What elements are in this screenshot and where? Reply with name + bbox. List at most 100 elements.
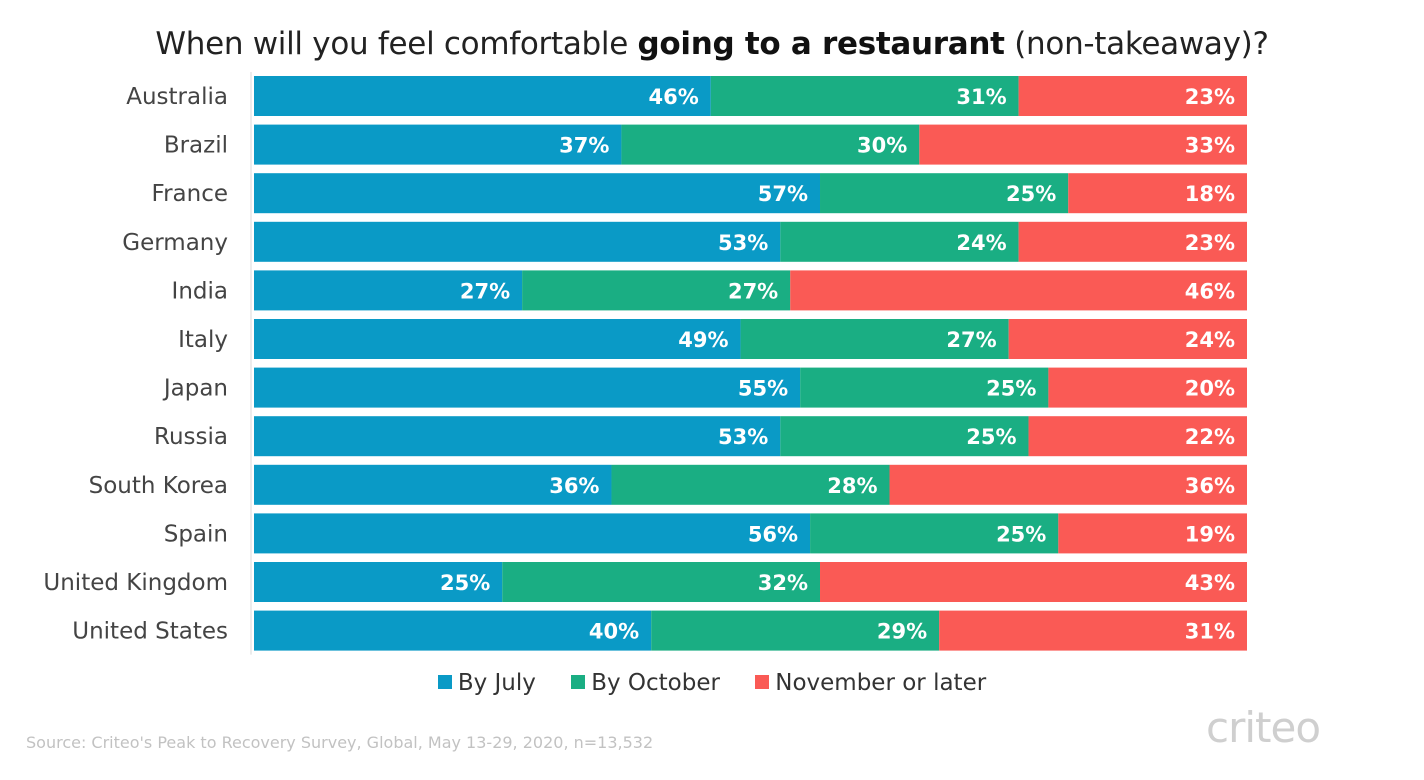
category-label: France bbox=[152, 181, 228, 207]
category-label: South Korea bbox=[89, 473, 228, 499]
data-label-later: 20% bbox=[1185, 377, 1235, 401]
legend-swatch-later bbox=[755, 674, 770, 689]
bar-segment-later bbox=[1058, 513, 1247, 554]
bar-segment-october bbox=[740, 319, 1009, 359]
bar-segment-october bbox=[611, 464, 890, 505]
bar-segment-july bbox=[254, 319, 741, 359]
source-note: Source: Criteo's Peak to Recovery Survey… bbox=[26, 733, 654, 752]
data-label-later: 36% bbox=[1185, 474, 1235, 498]
bar-segment-october bbox=[780, 221, 1019, 262]
title-prefix: When will you feel comfortable bbox=[155, 26, 638, 62]
bar-segment-later bbox=[790, 270, 1247, 311]
bar-segment-july bbox=[254, 610, 652, 651]
data-label-later: 23% bbox=[1185, 85, 1235, 109]
category-label: United States bbox=[72, 619, 228, 645]
bar-segment-october bbox=[780, 416, 1029, 457]
data-label-october: 25% bbox=[1006, 182, 1056, 206]
data-label-october: 28% bbox=[827, 474, 877, 498]
data-label-later: 19% bbox=[1185, 522, 1235, 546]
data-label-july: 40% bbox=[589, 620, 639, 644]
data-label-october: 27% bbox=[946, 328, 996, 352]
data-label-july: 36% bbox=[549, 474, 599, 498]
data-label-july: 57% bbox=[758, 182, 808, 206]
bar-segment-october bbox=[800, 367, 1049, 408]
legend-label-october: By October bbox=[591, 670, 720, 696]
criteo-logo: criteo bbox=[1206, 703, 1321, 752]
data-label-october: 25% bbox=[966, 425, 1016, 449]
category-label: Australia bbox=[126, 84, 228, 110]
legend-swatch-july bbox=[437, 674, 452, 689]
data-label-july: 37% bbox=[559, 134, 609, 158]
data-label-october: 31% bbox=[956, 85, 1006, 109]
bar-segment-later bbox=[820, 562, 1247, 602]
bar-segment-july bbox=[254, 221, 781, 262]
data-label-later: 24% bbox=[1185, 328, 1235, 352]
category-label: Brazil bbox=[164, 133, 228, 159]
bar-segment-later bbox=[1008, 319, 1247, 359]
category-label: Italy bbox=[178, 327, 228, 353]
data-label-july: 27% bbox=[460, 279, 510, 303]
data-label-later: 22% bbox=[1185, 425, 1235, 449]
data-label-later: 18% bbox=[1185, 182, 1235, 206]
bar-segment-later bbox=[919, 124, 1247, 165]
bar-segment-october bbox=[710, 76, 1019, 116]
bar-segment-july bbox=[254, 464, 612, 505]
data-label-july: 49% bbox=[678, 328, 728, 352]
bar-segment-later bbox=[1048, 367, 1247, 408]
title-bold: going to a restaurant bbox=[637, 26, 1005, 62]
bar-segment-later bbox=[1018, 76, 1247, 116]
bar-segment-later bbox=[939, 610, 1247, 651]
data-label-later: 43% bbox=[1185, 571, 1235, 595]
legend-item-later: November or later bbox=[755, 670, 986, 696]
bar-segment-july bbox=[254, 416, 781, 457]
data-label-july: 25% bbox=[440, 571, 490, 595]
bar-segment-october bbox=[522, 270, 791, 311]
data-label-july: 55% bbox=[738, 377, 788, 401]
data-label-october: 25% bbox=[986, 377, 1036, 401]
data-label-later: 23% bbox=[1185, 231, 1235, 255]
category-label: Russia bbox=[154, 424, 228, 450]
bar-segment-october bbox=[651, 610, 940, 651]
data-label-july: 53% bbox=[718, 425, 768, 449]
bar-segment-july bbox=[254, 270, 523, 311]
data-label-october: 29% bbox=[877, 620, 927, 644]
data-label-october: 32% bbox=[758, 571, 808, 595]
bar-segment-july bbox=[254, 124, 622, 165]
data-label-later: 33% bbox=[1185, 134, 1235, 158]
data-label-october: 24% bbox=[956, 231, 1006, 255]
category-label: Japan bbox=[162, 376, 228, 402]
bar-segment-october bbox=[810, 513, 1059, 554]
data-label-july: 46% bbox=[649, 85, 699, 109]
legend: By July By October November or later bbox=[0, 670, 1424, 696]
bar-segment-july bbox=[254, 173, 821, 214]
chart-title: When will you feel comfortable going to … bbox=[0, 26, 1424, 62]
legend-item-october: By October bbox=[571, 670, 720, 696]
bar-segment-later bbox=[1068, 173, 1247, 214]
data-label-october: 30% bbox=[857, 134, 907, 158]
data-label-october: 27% bbox=[728, 279, 778, 303]
title-suffix: (non-takeaway)? bbox=[1004, 26, 1269, 62]
category-label: India bbox=[172, 278, 228, 304]
data-label-july: 56% bbox=[748, 522, 798, 546]
bar-segment-july bbox=[254, 513, 811, 554]
bar-segment-later bbox=[889, 464, 1247, 505]
bar-segment-july bbox=[254, 367, 801, 408]
bar-segment-october bbox=[502, 562, 821, 602]
bar-segment-later bbox=[1028, 416, 1247, 457]
bar-segment-july bbox=[254, 76, 711, 116]
data-label-later: 31% bbox=[1185, 620, 1235, 644]
legend-item-july: By July bbox=[437, 670, 536, 696]
bar-segment-july bbox=[254, 562, 503, 602]
category-label: United Kingdom bbox=[43, 570, 228, 596]
data-label-july: 53% bbox=[718, 231, 768, 255]
legend-swatch-october bbox=[571, 674, 586, 689]
legend-label-later: November or later bbox=[775, 670, 987, 696]
bar-segment-later bbox=[1018, 221, 1247, 262]
data-label-later: 46% bbox=[1185, 279, 1235, 303]
data-label-october: 25% bbox=[996, 522, 1046, 546]
category-label: Spain bbox=[164, 521, 228, 547]
bar-segment-october bbox=[820, 173, 1069, 214]
legend-label-july: By July bbox=[457, 670, 536, 696]
category-label: Germany bbox=[122, 230, 228, 256]
